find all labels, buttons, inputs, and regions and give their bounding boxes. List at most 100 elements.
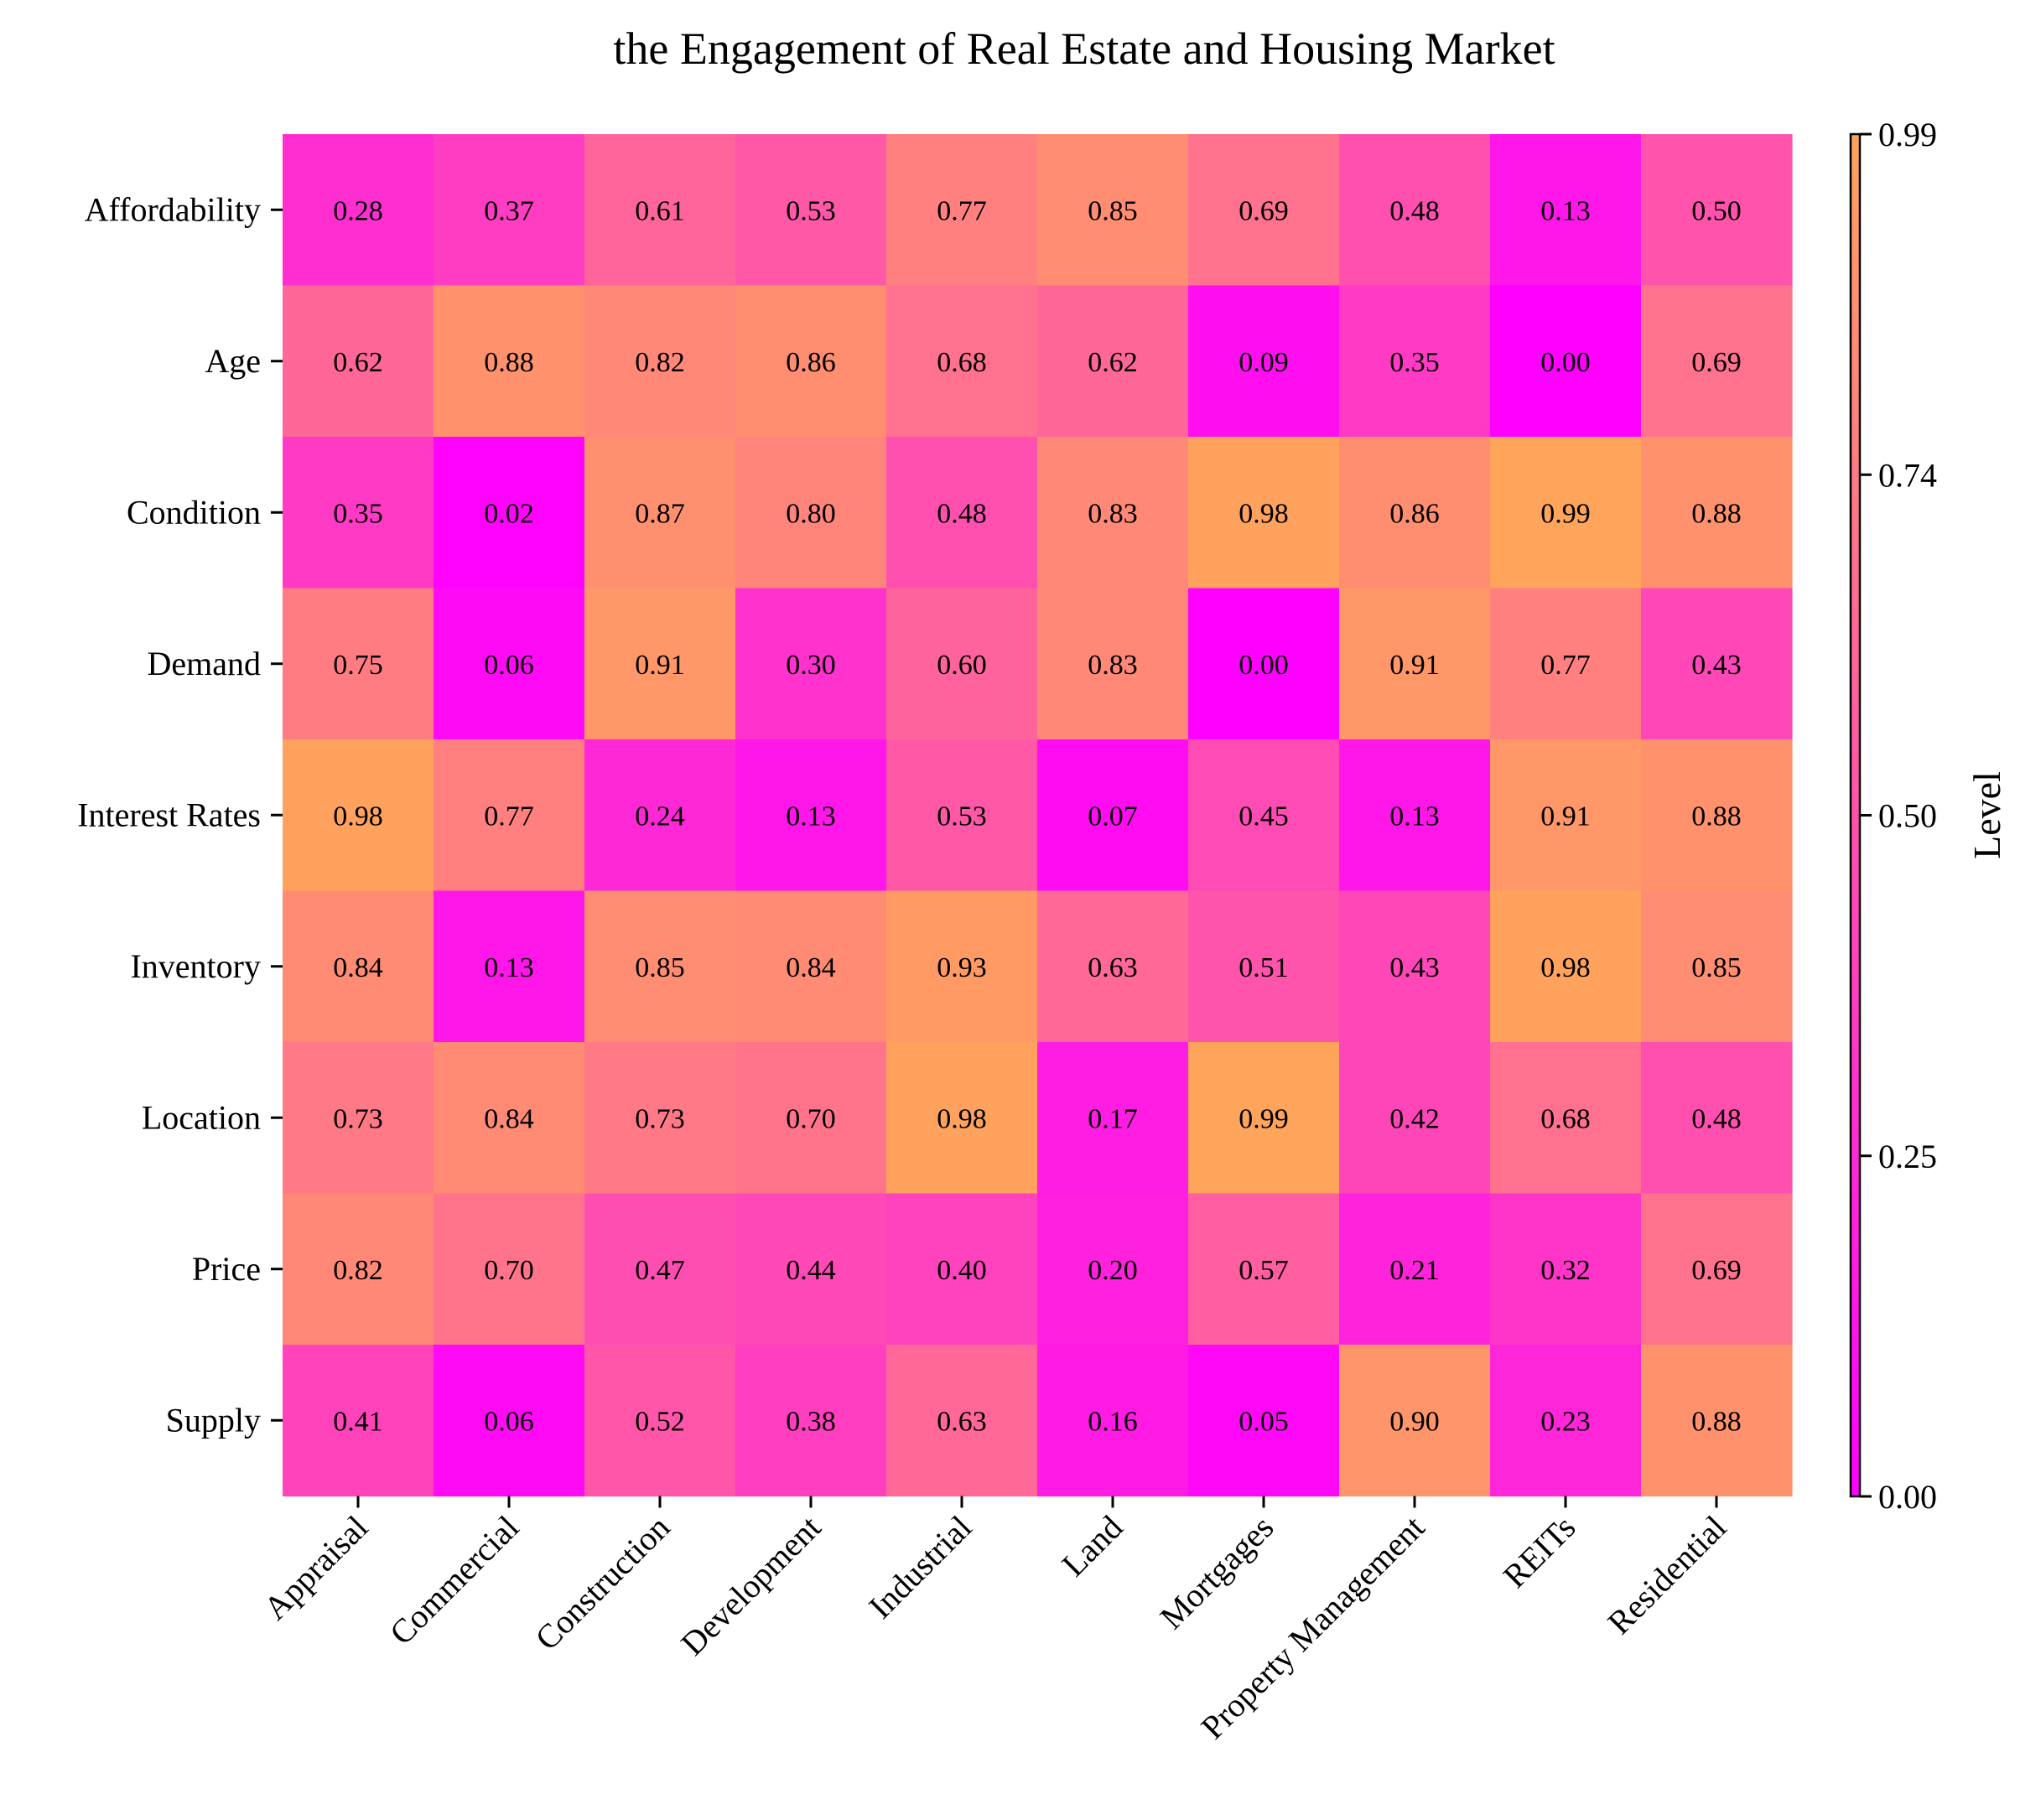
x-tick-label: Mortgages — [1153, 1508, 1281, 1636]
cell-value-label: 0.45 — [1238, 801, 1289, 832]
heatmap-cell — [1339, 285, 1491, 438]
colorbar-tick-label: 0.99 — [1878, 116, 1937, 153]
heatmap-cell — [1339, 1042, 1491, 1195]
cell-value-label: 0.17 — [1088, 1103, 1138, 1134]
y-tick-label: Age — [205, 342, 261, 380]
cell-value-label: 0.28 — [333, 195, 383, 226]
colorbar-gradient — [1849, 132, 1862, 1498]
cell-value-label: 0.42 — [1389, 1103, 1440, 1134]
heatmap-cell — [1490, 588, 1642, 740]
cell-value-label: 0.87 — [635, 498, 685, 529]
cell-value-label: 0.13 — [1389, 801, 1440, 832]
heatmap-cell — [1037, 285, 1189, 438]
cell-value-label: 0.20 — [1088, 1255, 1138, 1286]
heatmap-cell — [1339, 1193, 1491, 1346]
heatmap-cell — [1490, 739, 1642, 892]
heatmap-cell — [1188, 1193, 1340, 1346]
heatmap-cell — [1490, 285, 1642, 438]
heatmap-cell — [886, 1193, 1038, 1346]
cell-value-label: 0.06 — [484, 650, 534, 681]
heatmap-cell — [1188, 588, 1340, 740]
heatmap-cell — [1188, 1345, 1340, 1497]
heatmap-cell — [1641, 134, 1793, 287]
cell-value-label: 0.53 — [937, 801, 987, 832]
heatmap-cell — [1037, 739, 1189, 892]
cell-value-label: 0.73 — [333, 1103, 383, 1134]
cell-value-label: 0.50 — [1691, 195, 1742, 226]
heatmap-cell — [1037, 1042, 1189, 1195]
heatmap-cell — [886, 1345, 1038, 1497]
heatmap-cell — [1188, 437, 1340, 589]
heatmap-cell — [434, 134, 585, 287]
heatmap-cell — [1641, 437, 1793, 589]
heatmap-cell — [1339, 739, 1491, 892]
y-tick-label: Affordability — [85, 190, 261, 228]
cell-value-label: 0.63 — [937, 1406, 987, 1437]
cell-value-label: 0.99 — [1540, 498, 1591, 529]
heatmap-cells — [283, 134, 1793, 1497]
cell-value-label: 0.53 — [786, 195, 836, 226]
y-tick-label: Inventory — [130, 947, 261, 985]
cell-value-label: 0.85 — [635, 952, 685, 983]
heatmap-cell — [1641, 588, 1793, 740]
cell-value-label: 0.30 — [786, 650, 836, 681]
cell-value-label: 0.57 — [1238, 1255, 1289, 1286]
cell-value-label: 0.69 — [1238, 195, 1289, 226]
cell-value-label: 0.09 — [1238, 347, 1289, 378]
cell-value-label: 0.84 — [786, 952, 836, 983]
heatmap-cell — [584, 890, 736, 1043]
heatmap-cell — [1339, 134, 1491, 287]
heatmap-cell — [1188, 285, 1340, 438]
cell-value-label: 0.86 — [786, 347, 836, 378]
cell-value-label: 0.05 — [1238, 1406, 1289, 1437]
heatmap-cell — [584, 134, 736, 287]
heatmap-cell — [283, 890, 434, 1043]
heatmap-cell — [1188, 1042, 1340, 1195]
cell-value-label: 0.13 — [1540, 195, 1591, 226]
x-tick-label: Development — [673, 1508, 828, 1662]
cell-value-label: 0.98 — [1540, 952, 1591, 983]
chart-title: the Engagement of Real Estate and Housin… — [613, 23, 1555, 74]
cell-value-label: 0.35 — [333, 498, 383, 529]
cell-value-label: 0.83 — [1088, 650, 1138, 681]
heatmap-cell — [886, 588, 1038, 740]
cell-value-label: 0.40 — [937, 1255, 987, 1286]
cell-value-label: 0.98 — [1238, 498, 1289, 529]
colorbar-tick-label: 0.50 — [1878, 797, 1937, 835]
cell-value-label: 0.75 — [333, 650, 383, 681]
heatmap-cell — [283, 437, 434, 589]
cell-value-label: 0.16 — [1088, 1406, 1138, 1437]
cell-value-label: 0.63 — [1088, 952, 1138, 983]
heatmap-cell — [886, 437, 1038, 589]
cell-value-label: 0.99 — [1238, 1103, 1289, 1134]
cell-value-label: 0.44 — [786, 1255, 836, 1286]
cell-value-label: 0.37 — [484, 195, 534, 226]
cell-value-label: 0.68 — [937, 347, 987, 378]
colorbar: 0.00 0.25 0.50 0.74 0.99 Level — [1849, 116, 2008, 1516]
heatmap-cell — [283, 1193, 434, 1346]
cell-value-label: 0.77 — [484, 801, 534, 832]
x-tick-label: Appraisal — [257, 1508, 376, 1627]
heatmap-cell — [1037, 134, 1189, 287]
heatmap-cell — [1641, 1042, 1793, 1195]
heatmap-cell — [1188, 134, 1340, 287]
heatmap-cell — [1641, 890, 1793, 1043]
cell-value-label: 0.02 — [484, 498, 534, 529]
cell-value-label: 0.32 — [1540, 1255, 1591, 1286]
heatmap-cell — [434, 890, 585, 1043]
heatmap-cell — [1490, 437, 1642, 589]
heatmap-cell — [1339, 1345, 1491, 1497]
x-tick-label: Construction — [527, 1508, 677, 1657]
heatmap-cell — [584, 1042, 736, 1195]
x-axis: Appraisal Commercial ConstructionDevelopme… — [257, 1496, 1733, 1746]
colorbar-tick-label: 0.00 — [1878, 1478, 1937, 1516]
colorbar-label: Level — [1965, 771, 2008, 859]
y-tick-label: Condition — [127, 493, 261, 531]
heatmap-cell — [1037, 588, 1189, 740]
x-tick-label: Residential — [1600, 1508, 1733, 1641]
cell-value-label: 0.21 — [1389, 1255, 1440, 1286]
heatmap-cell — [1188, 890, 1340, 1043]
cell-value-label: 0.91 — [1389, 650, 1440, 681]
heatmap-cell — [434, 285, 585, 438]
cell-value-label: 0.73 — [635, 1103, 685, 1134]
